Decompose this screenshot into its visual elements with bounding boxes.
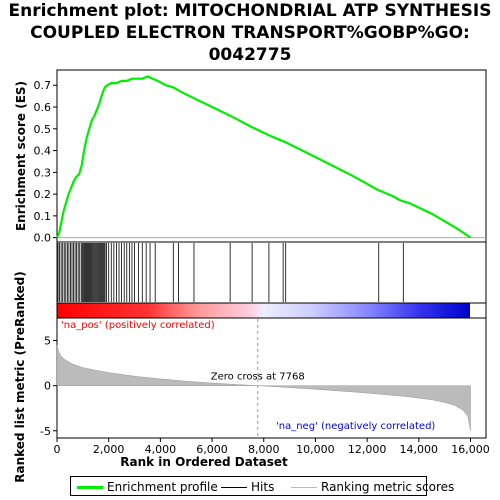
x-tick-label: 0 — [54, 443, 61, 456]
legend-item-ranking-metric: Ranking metric scores — [291, 479, 454, 495]
rank-color-bar — [57, 303, 470, 318]
legend-item-enrichment-profile: Enrichment profile — [77, 479, 218, 495]
x-tick-label: 10,000 — [296, 443, 335, 456]
legend-label-enrichment: Enrichment profile — [107, 480, 218, 494]
ranking-metric-area — [57, 345, 471, 431]
positive-correlation-label: 'na_pos' (positively correlated) — [61, 320, 215, 331]
legend-item-hits: Hits — [221, 479, 274, 495]
metric-y-tick-label: -5 — [40, 425, 51, 438]
hit-markers — [58, 243, 403, 302]
es-panel: 0.0 0.1 0.2 0.3 0.4 0.5 0.6 0.7 Enrichment scor… — [14, 70, 486, 245]
es-y-tick-label: 0.1 — [34, 210, 52, 223]
metric-y-tick-label: 0 — [44, 380, 51, 393]
x-tick-label: 16,000 — [451, 443, 490, 456]
es-y-tick-label: 0.6 — [34, 101, 52, 114]
negative-correlation-label: 'na_neg' (negatively correlated) — [276, 421, 435, 432]
es-y-axis: 0.0 0.1 0.2 0.3 0.4 0.5 0.6 0.7 — [34, 79, 58, 244]
metric-y-axis-title: Ranked list metric (PreRanked) — [13, 271, 27, 483]
legend: Enrichment profile Hits Ranking metric s… — [70, 476, 427, 496]
metric-y-tick-label: 5 — [44, 335, 51, 348]
legend-swatch-hits — [221, 487, 247, 488]
es-y-tick-label: 0.0 — [34, 232, 52, 245]
hits-panel — [57, 242, 486, 303]
x-tick-label: 12,000 — [348, 443, 387, 456]
legend-swatch-ranking-metric — [291, 487, 317, 488]
es-panel-frame — [57, 70, 486, 242]
legend-label-hits: Hits — [251, 480, 274, 494]
es-y-tick-label: 0.2 — [34, 188, 52, 201]
x-axis: 0 2,000 4,000 6,000 8,000 10,000 12,000 14,000 1… — [54, 438, 490, 456]
legend-label-ranking-metric: Ranking metric scores — [321, 480, 454, 494]
zero-cross-label: Zero cross at 7768 — [211, 372, 305, 383]
legend-swatch-enrichment — [77, 486, 103, 489]
x-axis-title: Rank in Ordered Dataset — [120, 455, 288, 469]
es-y-axis-title: Enrichment score (ES) — [14, 81, 28, 231]
metric-y-axis: -5 0 5 — [40, 335, 57, 438]
es-y-tick-label: 0.3 — [34, 166, 52, 179]
es-y-tick-label: 0.7 — [34, 79, 52, 92]
es-y-tick-label: 0.5 — [34, 123, 52, 136]
enrichment-profile-line — [57, 77, 471, 238]
x-tick-label: 14,000 — [400, 443, 439, 456]
es-y-tick-label: 0.4 — [34, 145, 52, 158]
